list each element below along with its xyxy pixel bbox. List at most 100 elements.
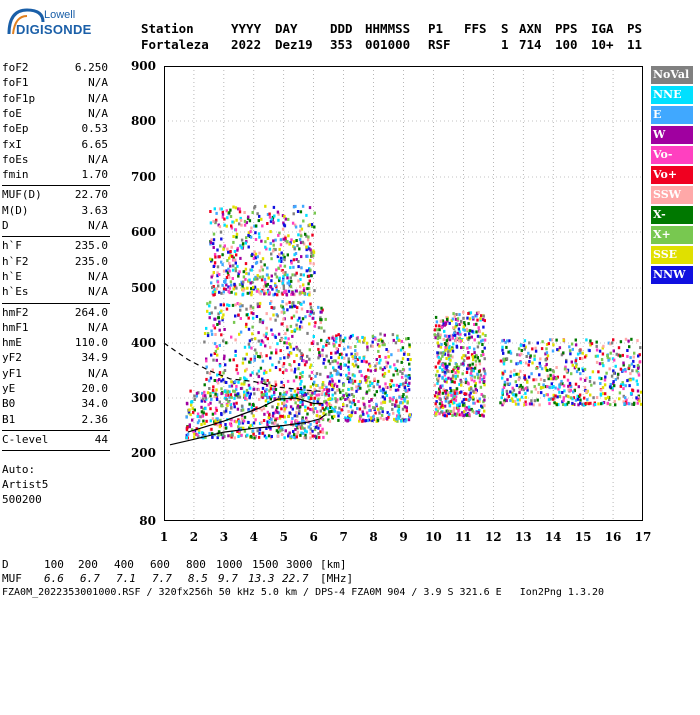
echo-point — [350, 352, 353, 356]
echo-point — [210, 427, 213, 431]
echo-point — [268, 291, 271, 295]
echo-point — [443, 414, 446, 418]
echo-point — [248, 360, 251, 364]
echo-point — [403, 399, 406, 403]
echo-point — [399, 401, 403, 404]
echo-point — [290, 259, 293, 263]
echo-point — [509, 374, 512, 378]
echo-point — [532, 378, 535, 382]
echo-point — [470, 378, 473, 382]
echo-point — [451, 349, 455, 353]
echo-point — [337, 388, 341, 392]
echo-point — [323, 400, 326, 404]
echo-point — [483, 369, 486, 373]
echo-point — [526, 386, 529, 390]
echo-point — [363, 359, 366, 363]
echo-point — [558, 385, 561, 389]
echo-point — [253, 206, 256, 210]
echo-point — [264, 344, 267, 348]
echo-point — [293, 393, 296, 397]
profile-curve — [163, 342, 323, 392]
echo-point — [253, 224, 256, 228]
echo-point — [318, 353, 321, 357]
echo-point — [612, 371, 616, 375]
echo-point — [235, 384, 238, 388]
echo-point — [280, 310, 283, 314]
echo-point — [357, 400, 360, 403]
echo-point — [482, 374, 486, 378]
echo-point — [436, 381, 439, 385]
echo-point — [343, 356, 346, 360]
echo-point — [266, 222, 269, 225]
echo-point — [301, 204, 305, 208]
echo-point — [296, 306, 299, 310]
echo-point — [484, 334, 487, 337]
echo-point — [291, 417, 294, 420]
echo-point — [190, 400, 194, 404]
echo-point — [251, 325, 254, 329]
y-tick-label: 900 — [131, 59, 156, 73]
echo-point — [317, 426, 320, 430]
echo-point — [605, 371, 608, 375]
echo-point — [257, 375, 260, 379]
echo-point — [452, 333, 455, 337]
echo-point — [390, 379, 394, 383]
echo-point — [451, 380, 454, 384]
echo-point — [385, 364, 388, 368]
echo-point — [583, 385, 587, 389]
echo-point — [350, 393, 354, 396]
echo-point — [565, 360, 568, 364]
echo-point — [238, 283, 242, 287]
echo-point — [270, 279, 273, 283]
header-label-ffs: FFS — [464, 21, 487, 36]
param-name: foF1p — [2, 91, 36, 105]
echo-point — [213, 207, 216, 211]
echo-point — [338, 353, 342, 356]
echo-point — [402, 382, 405, 386]
echo-point — [635, 379, 638, 383]
echo-point — [324, 399, 327, 403]
echo-point — [285, 292, 288, 296]
echo-point — [235, 364, 239, 368]
echo-point — [443, 389, 447, 393]
echo-point — [438, 374, 441, 378]
echo-point — [313, 380, 316, 384]
echo-point — [569, 388, 572, 392]
echo-point — [336, 398, 339, 402]
echo-point — [448, 362, 451, 366]
echo-point — [204, 394, 207, 398]
echo-point — [408, 343, 411, 347]
echo-point — [502, 371, 505, 375]
echo-point — [554, 394, 557, 398]
echo-point — [295, 353, 298, 357]
echo-point — [210, 329, 213, 333]
echo-point — [213, 261, 217, 265]
echo-point — [289, 266, 292, 270]
echo-point — [271, 333, 274, 336]
echo-point — [282, 284, 285, 288]
echo-point — [252, 404, 255, 407]
header-labels-row: Station YYYY DAY DDD HHMMSS P1 FFS S AXN… — [0, 21, 700, 37]
echo-point — [301, 317, 305, 321]
echo-point — [286, 240, 289, 244]
echo-point — [240, 246, 243, 250]
echo-point — [218, 344, 221, 347]
echo-point — [542, 394, 546, 397]
echo-point — [604, 397, 607, 401]
echo-point — [216, 323, 219, 326]
echo-point — [282, 270, 285, 274]
echo-point — [228, 269, 231, 273]
echo-point — [453, 331, 456, 335]
echo-point — [208, 432, 211, 435]
echo-point — [284, 403, 287, 407]
echo-point — [280, 338, 283, 342]
echo-point — [638, 360, 642, 364]
echo-point — [295, 423, 298, 427]
echo-point — [268, 368, 272, 372]
echo-point — [441, 354, 444, 358]
echo-point — [205, 419, 208, 423]
echo-point — [436, 377, 439, 381]
echo-point — [305, 245, 308, 249]
echo-point — [381, 368, 385, 372]
echo-point — [249, 281, 252, 285]
